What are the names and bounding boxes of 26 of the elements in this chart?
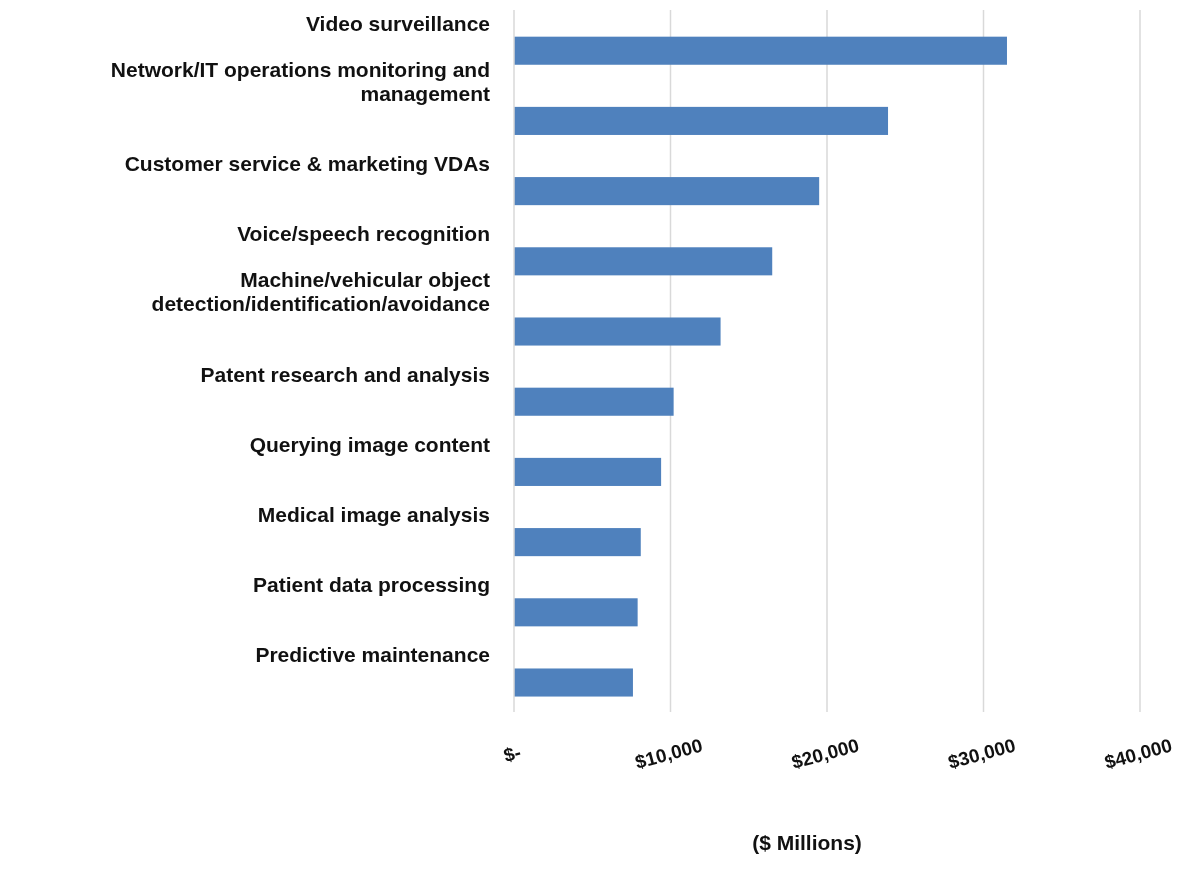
y-tick-label: Voice/speech recognition <box>237 222 490 246</box>
y-tick-label: Patent research and analysis <box>200 362 490 386</box>
x-tick-label: $20,000 <box>789 734 862 773</box>
y-tick-label: Querying image content <box>249 432 490 456</box>
bar <box>514 247 773 276</box>
y-tick-label: Network/IT operations monitoring and management <box>110 57 490 105</box>
x-tick-label: $- <box>501 741 524 767</box>
bar <box>514 457 662 486</box>
x-axis-title: ($ Millions) <box>752 831 862 854</box>
bar <box>514 668 633 697</box>
y-tick-label: Video surveillance <box>305 11 490 35</box>
bar <box>514 36 1007 65</box>
x-tick-label: $40,000 <box>1102 734 1175 773</box>
y-tick-label: Predictive maintenance <box>255 643 490 667</box>
x-tick-label: $30,000 <box>945 734 1018 773</box>
y-tick-label: Patient data processing <box>253 573 490 597</box>
y-tick-label: Medical image analysis <box>257 503 490 527</box>
y-tick-label: Machine/vehicular object detection/identification/avoidance <box>151 268 490 316</box>
bar <box>514 106 889 135</box>
bar <box>514 177 820 206</box>
bar <box>514 598 638 627</box>
x-tick-label: $10,000 <box>632 734 705 773</box>
bar <box>514 317 721 346</box>
y-tick-label: Customer service & marketing VDAs <box>124 152 490 176</box>
bar <box>514 528 641 557</box>
bar <box>514 387 674 416</box>
